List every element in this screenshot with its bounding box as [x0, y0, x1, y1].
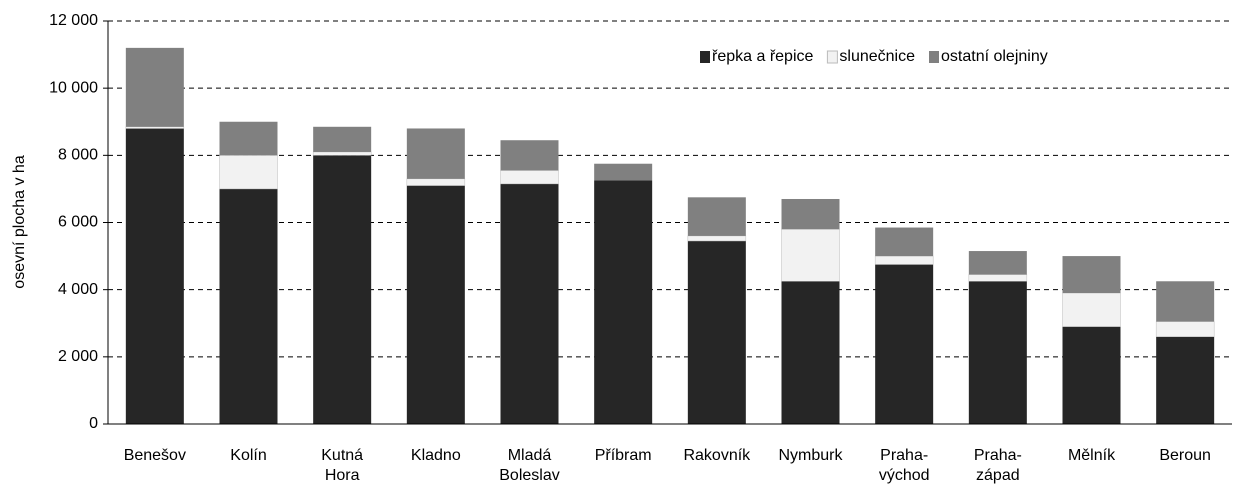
bar-segment — [219, 155, 278, 190]
bar-segment — [313, 155, 372, 425]
bar-segment — [219, 188, 278, 424]
bar-segment — [594, 180, 653, 424]
bar-segment — [125, 128, 184, 424]
bar-segment — [500, 183, 559, 424]
bar-segment — [500, 140, 559, 171]
bar-segment — [1062, 292, 1121, 327]
bar-segment — [781, 281, 840, 424]
x-tick-label: Beroun — [1159, 447, 1211, 464]
bar-segment — [687, 235, 747, 242]
legend-swatch — [700, 51, 710, 63]
y-tick-label: 10 000 — [49, 79, 98, 96]
bar-segment — [125, 47, 184, 127]
y-tick-label: 4 000 — [58, 281, 98, 298]
y-tick-label: 2 000 — [58, 348, 98, 365]
bar-segment — [968, 274, 1028, 282]
y-axis-label: osevní plocha v ha — [11, 155, 28, 289]
y-tick-label: 6 000 — [58, 214, 98, 231]
bar-segment — [313, 126, 372, 152]
y-tick-label: 8 000 — [58, 147, 98, 164]
x-tick-label: Rakovník — [683, 447, 751, 464]
legend-swatch — [929, 51, 939, 63]
x-tick-label: Nymburk — [778, 447, 843, 464]
x-tick-label: Mladá Boleslav — [499, 447, 559, 484]
bar-segment — [500, 170, 559, 185]
legend-label: slunečnice — [839, 48, 915, 65]
x-tick-label: Kutná Hora — [321, 447, 363, 484]
bar-segment — [687, 240, 746, 424]
bar-segment — [125, 126, 185, 129]
x-tick-label: Kladno — [411, 447, 461, 464]
bar-segment — [594, 163, 653, 181]
bar-segment — [312, 151, 372, 156]
x-tick-label: Benešov — [124, 447, 186, 464]
y-tick-label: 12 000 — [49, 12, 98, 29]
bar-segment — [1156, 336, 1215, 424]
bar-segment — [1062, 256, 1121, 294]
bar-segment — [219, 121, 278, 156]
bar-segment — [968, 281, 1027, 424]
x-tick-label: Praha-východ — [879, 447, 930, 484]
legend-swatch — [826, 50, 838, 64]
legend-label: ostatní olejniny — [941, 48, 1048, 65]
x-tick-label: Příbram — [595, 447, 652, 464]
bar-segment — [406, 128, 465, 179]
bar-segment — [968, 251, 1027, 275]
bar-segment — [406, 178, 466, 186]
bar-segment — [406, 185, 465, 424]
bar-segment — [875, 227, 934, 257]
x-tick-label: Praha-západ — [974, 447, 1022, 484]
x-tick-label: Kolín — [230, 447, 266, 464]
legend-label: řepka a řepice — [712, 48, 813, 65]
bar-segment — [875, 264, 934, 424]
y-tick-label: 0 — [89, 415, 98, 432]
bar-segment — [687, 197, 746, 236]
bar-segment — [874, 255, 934, 265]
bar-segment — [1155, 321, 1215, 337]
bar-segment — [781, 228, 840, 282]
bar-segment — [781, 198, 840, 230]
x-tick-label: Mělník — [1068, 447, 1116, 464]
bar-segment — [1062, 326, 1121, 424]
bar-segment — [1156, 281, 1215, 322]
